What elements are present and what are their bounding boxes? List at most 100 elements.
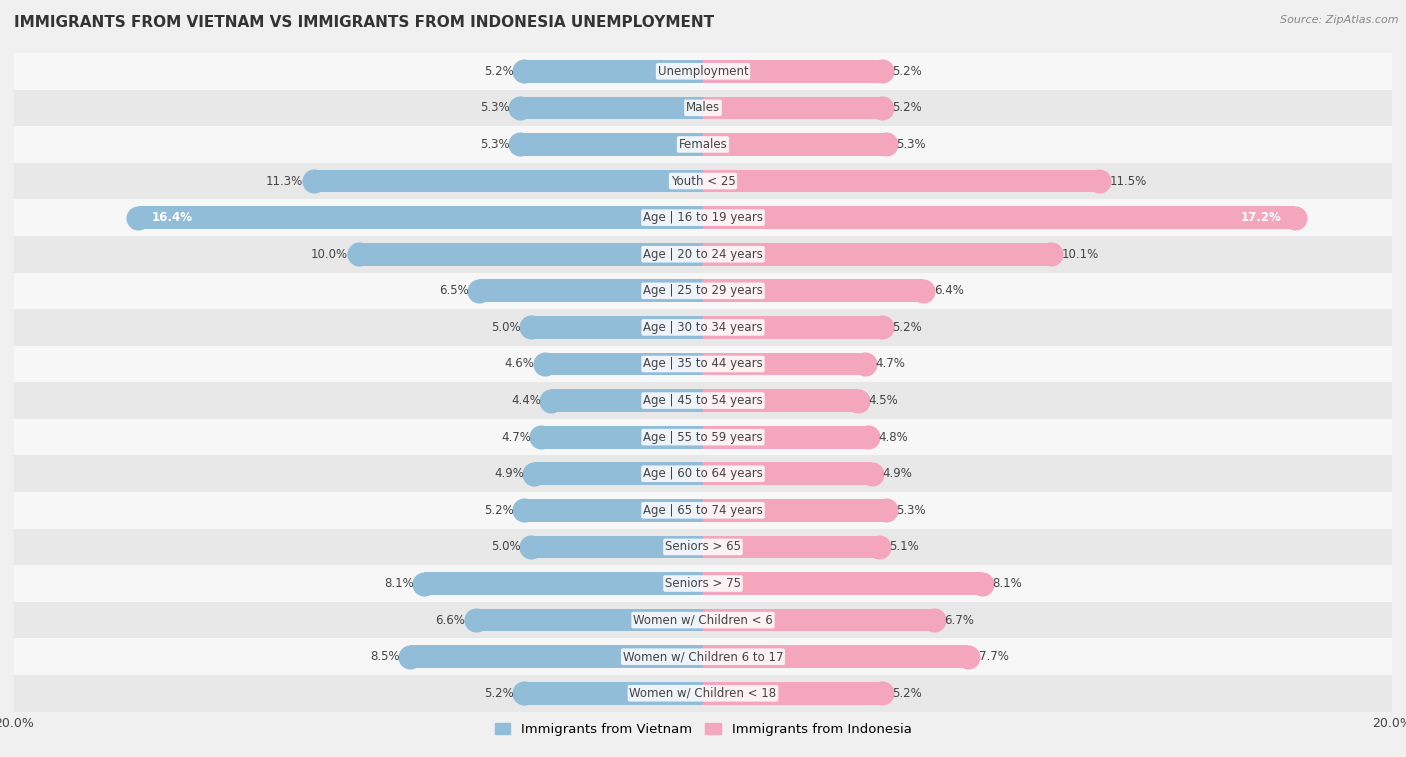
Bar: [14, 126, 1392, 163]
Text: 6.5%: 6.5%: [439, 285, 468, 298]
Bar: [534, 463, 703, 485]
Text: Females: Females: [679, 138, 727, 151]
Text: 5.0%: 5.0%: [491, 321, 520, 334]
Text: Unemployment: Unemployment: [658, 65, 748, 78]
Text: 8.5%: 8.5%: [370, 650, 399, 663]
Text: IMMIGRANTS FROM VIETNAM VS IMMIGRANTS FROM INDONESIA UNEMPLOYMENT: IMMIGRANTS FROM VIETNAM VS IMMIGRANTS FR…: [14, 15, 714, 30]
Text: 5.2%: 5.2%: [893, 687, 922, 699]
Text: 5.2%: 5.2%: [893, 65, 922, 78]
Bar: [524, 682, 703, 705]
Text: 5.3%: 5.3%: [481, 138, 510, 151]
Bar: [14, 456, 1392, 492]
Text: 6.6%: 6.6%: [436, 614, 465, 627]
Text: Males: Males: [686, 101, 720, 114]
Text: 11.5%: 11.5%: [1109, 175, 1147, 188]
Bar: [14, 163, 1392, 199]
Bar: [14, 53, 1392, 89]
Text: Age | 65 to 74 years: Age | 65 to 74 years: [643, 504, 763, 517]
Text: 10.1%: 10.1%: [1062, 248, 1098, 260]
Bar: [703, 243, 1050, 266]
Text: 16.4%: 16.4%: [152, 211, 193, 224]
Text: Women w/ Children < 18: Women w/ Children < 18: [630, 687, 776, 699]
Bar: [703, 572, 981, 595]
Text: Age | 16 to 19 years: Age | 16 to 19 years: [643, 211, 763, 224]
Text: Age | 20 to 24 years: Age | 20 to 24 years: [643, 248, 763, 260]
Bar: [703, 207, 1295, 229]
Text: 4.9%: 4.9%: [494, 467, 524, 480]
Text: 8.1%: 8.1%: [993, 577, 1022, 590]
Bar: [703, 536, 879, 558]
Bar: [703, 133, 886, 156]
Text: Source: ZipAtlas.com: Source: ZipAtlas.com: [1281, 15, 1399, 25]
Bar: [520, 133, 703, 156]
Bar: [703, 60, 882, 83]
Text: 4.4%: 4.4%: [512, 394, 541, 407]
Text: 17.2%: 17.2%: [1241, 211, 1282, 224]
Bar: [703, 353, 865, 375]
Text: 4.8%: 4.8%: [879, 431, 908, 444]
Bar: [551, 389, 703, 412]
Bar: [520, 97, 703, 119]
Bar: [14, 565, 1392, 602]
Text: 4.9%: 4.9%: [882, 467, 912, 480]
Bar: [524, 499, 703, 522]
Text: Age | 55 to 59 years: Age | 55 to 59 years: [643, 431, 763, 444]
Bar: [475, 609, 703, 631]
Bar: [703, 609, 934, 631]
Text: 5.2%: 5.2%: [484, 687, 513, 699]
Bar: [544, 353, 703, 375]
Bar: [14, 675, 1392, 712]
Bar: [359, 243, 703, 266]
Bar: [14, 528, 1392, 565]
Text: 5.3%: 5.3%: [896, 138, 925, 151]
Text: Age | 45 to 54 years: Age | 45 to 54 years: [643, 394, 763, 407]
Bar: [314, 170, 703, 192]
Text: 6.4%: 6.4%: [934, 285, 963, 298]
Bar: [703, 499, 886, 522]
Text: Age | 35 to 44 years: Age | 35 to 44 years: [643, 357, 763, 370]
Text: Youth < 25: Youth < 25: [671, 175, 735, 188]
Text: 11.3%: 11.3%: [266, 175, 304, 188]
Text: 7.7%: 7.7%: [979, 650, 1008, 663]
Bar: [425, 572, 703, 595]
Text: 4.7%: 4.7%: [875, 357, 905, 370]
Bar: [138, 207, 703, 229]
Bar: [14, 236, 1392, 273]
Text: 4.7%: 4.7%: [501, 431, 531, 444]
Bar: [541, 426, 703, 448]
Bar: [14, 309, 1392, 346]
Text: 5.2%: 5.2%: [484, 65, 513, 78]
Bar: [411, 646, 703, 668]
Bar: [14, 602, 1392, 638]
Bar: [703, 463, 872, 485]
Bar: [703, 316, 882, 338]
Text: 5.2%: 5.2%: [893, 321, 922, 334]
Bar: [14, 382, 1392, 419]
Text: 10.0%: 10.0%: [311, 248, 349, 260]
Bar: [14, 492, 1392, 528]
Bar: [14, 199, 1392, 236]
Text: 5.2%: 5.2%: [893, 101, 922, 114]
Text: 8.1%: 8.1%: [384, 577, 413, 590]
Text: Women w/ Children < 6: Women w/ Children < 6: [633, 614, 773, 627]
Bar: [524, 60, 703, 83]
Bar: [703, 97, 882, 119]
Bar: [14, 346, 1392, 382]
Text: 5.2%: 5.2%: [484, 504, 513, 517]
Text: Women w/ Children 6 to 17: Women w/ Children 6 to 17: [623, 650, 783, 663]
Text: 5.3%: 5.3%: [896, 504, 925, 517]
Bar: [479, 279, 703, 302]
Bar: [14, 638, 1392, 675]
Bar: [703, 426, 869, 448]
Text: Age | 30 to 34 years: Age | 30 to 34 years: [643, 321, 763, 334]
Bar: [703, 279, 924, 302]
Text: 6.7%: 6.7%: [945, 614, 974, 627]
Bar: [703, 646, 969, 668]
Text: 4.5%: 4.5%: [869, 394, 898, 407]
Bar: [14, 273, 1392, 309]
Text: Age | 25 to 29 years: Age | 25 to 29 years: [643, 285, 763, 298]
Bar: [14, 89, 1392, 126]
Bar: [14, 419, 1392, 456]
Text: 5.1%: 5.1%: [889, 540, 918, 553]
Bar: [531, 316, 703, 338]
